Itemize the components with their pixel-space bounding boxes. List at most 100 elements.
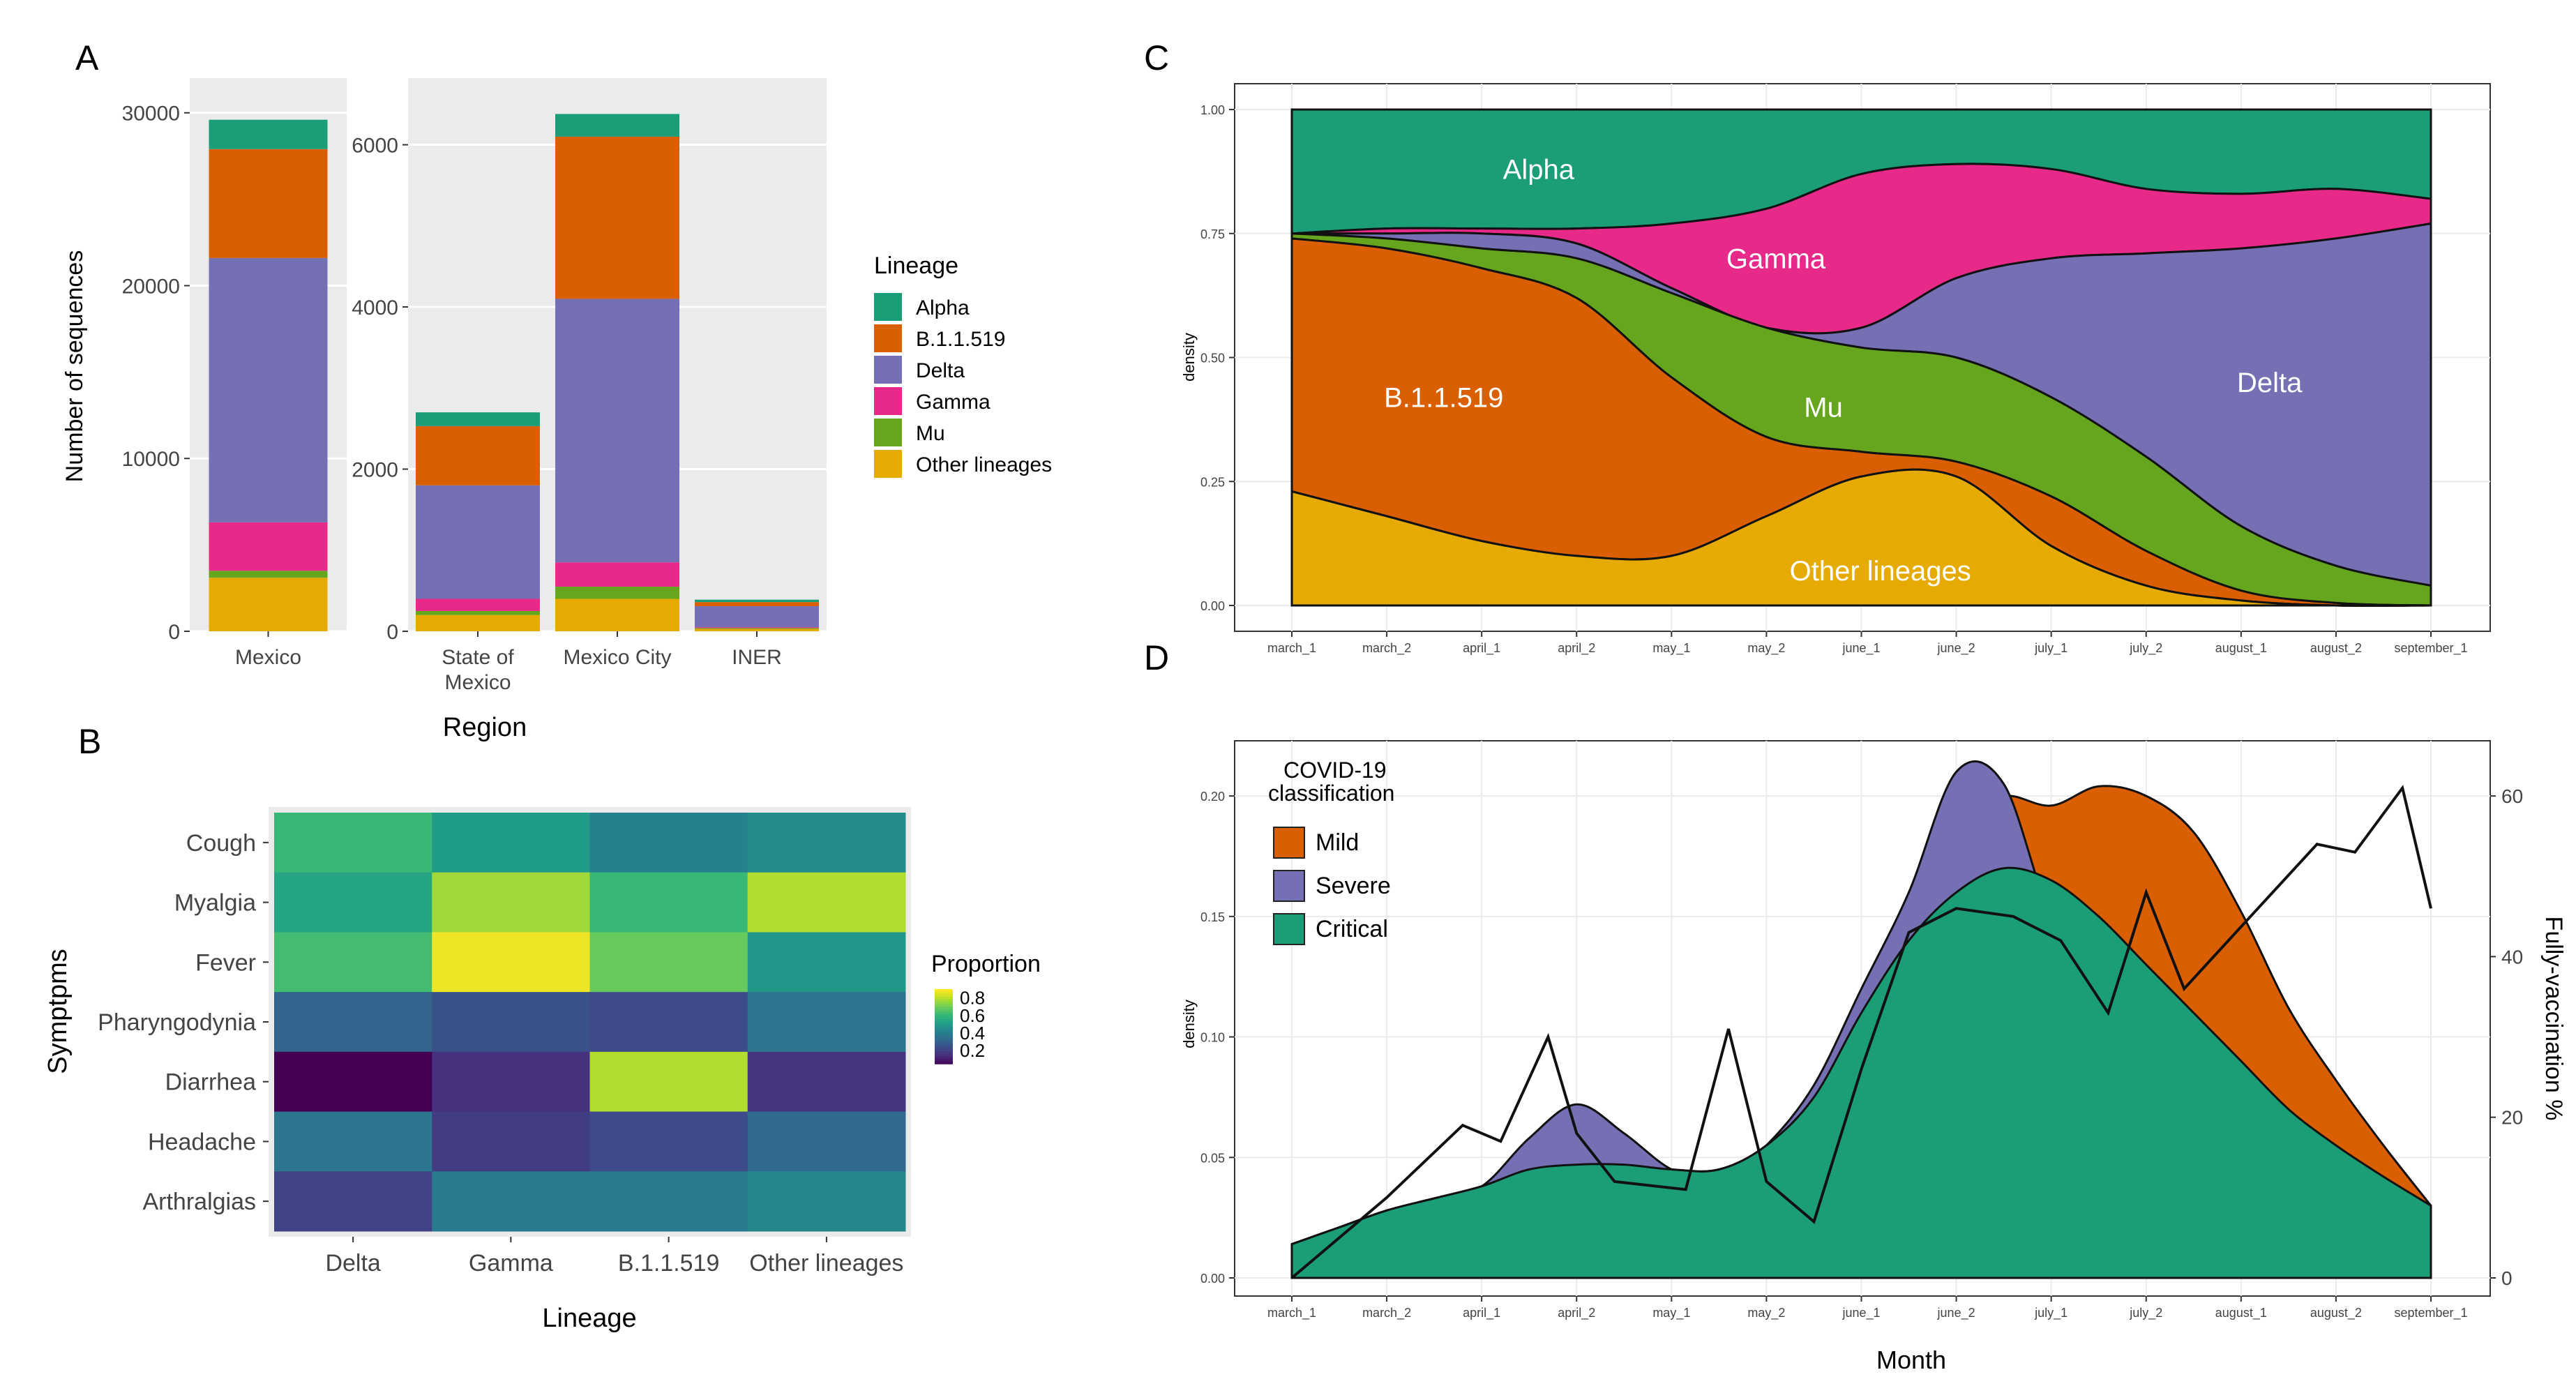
colorbar-segment	[935, 1029, 953, 1032]
y2-axis-title: Fully-vaccination %	[2540, 917, 2567, 1121]
bar-mexico-b-1-1-519	[209, 149, 328, 258]
bar-mexico-city-delta	[555, 299, 679, 563]
y-axis-title: Symptpms	[43, 949, 73, 1074]
x-tick-label: april_1	[1463, 1306, 1500, 1320]
bar-mexico-gamma	[209, 522, 328, 571]
legend-title: Lineage	[874, 253, 958, 279]
heatmap-cell-diarrhea-gamma	[432, 1051, 590, 1113]
legend-swatch-critical	[1273, 913, 1305, 945]
bar-iner-gamma	[695, 627, 819, 628]
bar-iner-other-lineages	[695, 628, 819, 631]
y-tick-label: 30000	[122, 103, 180, 126]
colorbar-segment	[935, 1031, 953, 1034]
colorbar-segment	[935, 996, 953, 1000]
colorbar-segment	[935, 1058, 953, 1062]
area-label-gamma: Gamma	[1726, 243, 1826, 274]
legend-swatch-severe	[1273, 870, 1305, 902]
x-axis-title: Lineage	[542, 1304, 636, 1333]
heatmap-cell-fever-delta	[274, 932, 432, 993]
y2-tick-label: 60	[2501, 785, 2523, 807]
bar-state-of-mexico-gamma	[416, 598, 540, 611]
legend-swatch-mu	[874, 419, 902, 446]
legend-label-critical: Critical	[1316, 916, 1388, 942]
heatmap-cell-diarrhea-b-1-1-519	[589, 1051, 748, 1113]
colorbar-segment	[935, 1023, 953, 1027]
x-tick-label: march_1	[1267, 1306, 1316, 1320]
colorbar-segment	[935, 1014, 953, 1018]
x-tick-label: may_1	[1652, 1306, 1690, 1320]
y-tick-label: 0.00	[1200, 599, 1225, 613]
heatmap-cell-headache-delta	[274, 1111, 432, 1172]
y-tick-label: Fever	[195, 949, 256, 976]
x-tick-label: august_2	[2310, 1306, 2362, 1320]
x-tick-label: april_2	[1558, 1306, 1595, 1320]
y-tick-label: 0.05	[1200, 1151, 1225, 1165]
legend-swatch-mild	[1273, 827, 1305, 859]
x-axis-title: Region	[443, 713, 527, 742]
heatmap-cell-headache-gamma	[432, 1111, 590, 1172]
colorbar-segment	[935, 1018, 953, 1023]
panel-a-stacked-bar-chart: 0 10000 20000 30000 Mexico 0 2000 4000 6000 State…	[61, 78, 1052, 742]
heatmap-cell-arthralgias-delta	[274, 1171, 432, 1232]
colorbar-segment	[935, 1061, 953, 1064]
x-tick-label: march_1	[1267, 641, 1316, 656]
y-tick-label: 6000	[352, 135, 398, 158]
colorbar-tick-label: 0.4	[960, 1023, 985, 1044]
colorbar-segment	[935, 1009, 953, 1012]
x-tick-label: june_1	[1841, 1306, 1880, 1320]
x-tick-label: Mexico	[444, 671, 511, 694]
bar-mexico-city-other-lineages	[555, 598, 679, 631]
vaccination-line	[1290, 784, 2432, 1279]
x-tick-label: Mexico City	[563, 646, 671, 669]
x-tick-label: august_2	[2310, 641, 2362, 656]
y-tick-label: 0.15	[1200, 910, 1225, 924]
area-other-lineages	[1290, 468, 2432, 608]
heatmap-cell-headache-b-1-1-519	[589, 1111, 748, 1172]
x-tick-label: INER	[732, 646, 782, 669]
y-tick-label: 0.00	[1200, 1272, 1225, 1286]
legend-label-b-1-1-519: B.1.1.519	[916, 328, 1005, 351]
x-tick-label: june_1	[1841, 641, 1880, 656]
x-tick-label: Other lineages	[749, 1250, 903, 1277]
legend-label-gamma: Gamma	[916, 391, 991, 414]
panel-label-d: D	[1144, 638, 1169, 677]
y-tick-label: Myalgia	[174, 890, 256, 917]
y-tick-label: Headache	[148, 1129, 256, 1155]
x-tick-label: Gamma	[469, 1250, 553, 1277]
colorbar-segment	[935, 999, 953, 1002]
colorbar-segment	[935, 994, 953, 997]
bar-mexico-other-lineages	[209, 578, 328, 631]
colorbar-segment	[935, 1048, 953, 1052]
colorbar-segment	[935, 1034, 953, 1037]
panel-label-b: B	[78, 722, 101, 761]
colorbar-tick-label: 0.6	[960, 1005, 985, 1026]
colorbar-segment	[935, 1056, 953, 1060]
legend-title: Proportion	[931, 951, 1041, 977]
x-axis-title: Month	[1876, 1346, 1946, 1374]
panel-b-heatmap: Cough Myalgia Fever Pharyngodynia Diarrhea He…	[43, 807, 1041, 1333]
bar-state-of-mexico-delta	[416, 485, 540, 599]
area-label-other-lineages: Other lineages	[1790, 556, 1971, 587]
legend-swatch-alpha	[874, 293, 902, 321]
x-tick-label: september_1	[2394, 1306, 2467, 1320]
x-tick-label: State of	[442, 646, 514, 669]
x-tick-label: may_2	[1747, 641, 1785, 656]
x-tick-label: march_2	[1362, 641, 1411, 656]
legend-title-line-2: classification	[1268, 781, 1394, 806]
colorbar-segment	[935, 989, 953, 993]
legend-label-mu: Mu	[916, 422, 945, 445]
x-tick-label: april_2	[1558, 641, 1595, 656]
y-axis-title: Number of sequences	[61, 250, 88, 483]
y2-tick-label: 20	[2501, 1107, 2523, 1129]
heatmap-cell-pharyngodynia-other-lineages	[747, 992, 906, 1053]
colorbar-tick-label: 0.2	[960, 1040, 985, 1061]
bar-iner-b-1-1-519	[695, 602, 819, 606]
legend-label-severe: Severe	[1316, 873, 1391, 899]
colorbar-segment	[935, 1004, 953, 1007]
heatmap-cell-cough-delta	[274, 813, 432, 873]
x-tick-label: april_1	[1463, 641, 1500, 656]
panel-label-c: C	[1144, 38, 1169, 77]
heatmap-cell-cough-b-1-1-519	[589, 813, 748, 873]
bar-iner-delta	[695, 605, 819, 628]
x-tick-label: B.1.1.519	[618, 1250, 720, 1277]
